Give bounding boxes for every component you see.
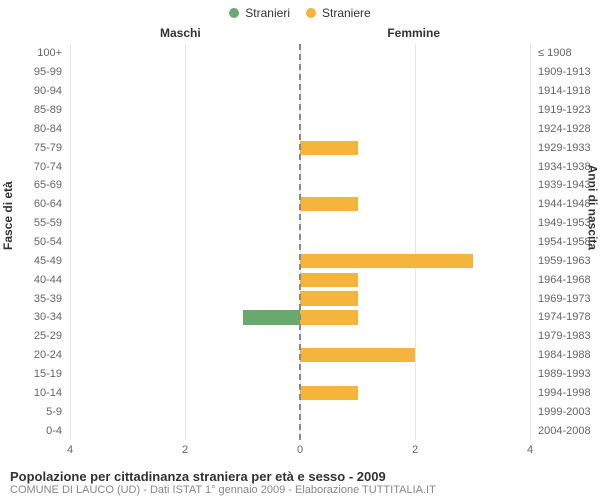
y-label-age: 35-39 [34, 293, 70, 305]
y-label-age: 25-29 [34, 330, 70, 342]
center-axis-line [299, 44, 301, 440]
x-tick-label: 2 [412, 444, 418, 456]
legend-item: Stranieri [229, 6, 290, 20]
y-label-birth: 1984-1988 [530, 349, 591, 361]
y-label-birth: 1954-1958 [530, 236, 591, 248]
y-label-birth: 1974-1978 [530, 311, 591, 323]
y-label-age: 40-44 [34, 274, 70, 286]
column-heading-left: Maschi [160, 26, 201, 40]
y-label-age: 60-64 [34, 198, 70, 210]
bar-female [300, 141, 358, 155]
legend-label: Stranieri [245, 6, 290, 20]
legend-swatch-icon [306, 8, 316, 18]
bar-female [300, 254, 473, 268]
y-label-birth: 1914-1918 [530, 85, 591, 97]
y-label-age: 55-59 [34, 217, 70, 229]
bar-female [300, 310, 358, 324]
y-label-birth: 1999-2003 [530, 406, 591, 418]
legend-item: Straniere [306, 6, 371, 20]
column-heading-right: Femmine [387, 26, 440, 40]
y-label-birth: 1979-1983 [530, 330, 591, 342]
y-label-age: 65-69 [34, 179, 70, 191]
x-axis-ticks: 4 2 0 2 4 [70, 444, 530, 460]
bar-female [300, 291, 358, 305]
y-label-age: 90-94 [34, 85, 70, 97]
y-axis-title-left: Fasce di età [1, 181, 15, 250]
y-label-age: 5-9 [46, 406, 70, 418]
y-label-age: 15-19 [34, 368, 70, 380]
bar-female [300, 348, 415, 362]
legend-label: Straniere [322, 6, 371, 20]
y-label-birth: 1949-1953 [530, 217, 591, 229]
caption-subtitle: COMUNE DI LAUCO (UD) - Dati ISTAT 1° gen… [10, 484, 590, 496]
y-label-age: 80-84 [34, 123, 70, 135]
y-label-age: 10-14 [34, 387, 70, 399]
x-tick-label: 4 [67, 444, 73, 456]
y-label-age: 70-74 [34, 161, 70, 173]
y-label-birth: ≤ 1908 [530, 47, 572, 59]
y-label-birth: 1934-1938 [530, 161, 591, 173]
y-label-birth: 2004-2008 [530, 425, 591, 437]
caption: Popolazione per cittadinanza straniera p… [10, 469, 590, 496]
y-label-birth: 1944-1948 [530, 198, 591, 210]
bar-female [300, 273, 358, 287]
y-label-age: 75-79 [34, 142, 70, 154]
y-label-birth: 1959-1963 [530, 255, 591, 267]
y-label-birth: 1929-1933 [530, 142, 591, 154]
y-label-age: 45-49 [34, 255, 70, 267]
y-label-age: 0-4 [46, 425, 70, 437]
y-label-age: 20-24 [34, 349, 70, 361]
y-label-birth: 1939-1943 [530, 179, 591, 191]
bar-male [243, 310, 301, 324]
caption-title: Popolazione per cittadinanza straniera p… [10, 469, 590, 484]
y-label-age: 95-99 [34, 66, 70, 78]
y-label-age: 85-89 [34, 104, 70, 116]
bar-female [300, 197, 358, 211]
x-tick-label: 0 [297, 444, 303, 456]
legend-swatch-icon [229, 8, 239, 18]
bar-female [300, 386, 358, 400]
y-label-birth: 1919-1923 [530, 104, 591, 116]
chart-container: Stranieri Straniere Maschi Femmine Fasce … [0, 0, 600, 500]
y-label-birth: 1964-1968 [530, 274, 591, 286]
y-label-age: 50-54 [34, 236, 70, 248]
x-tick-label: 4 [527, 444, 533, 456]
y-label-birth: 1994-1998 [530, 387, 591, 399]
y-label-age: 100+ [37, 47, 70, 59]
y-label-birth: 1924-1928 [530, 123, 591, 135]
y-label-birth: 1969-1973 [530, 293, 591, 305]
x-tick-label: 2 [182, 444, 188, 456]
y-label-age: 30-34 [34, 311, 70, 323]
y-label-birth: 1909-1913 [530, 66, 591, 78]
legend: Stranieri Straniere [0, 6, 600, 21]
plot-area: 100+≤ 190895-991909-191390-941914-191885… [70, 44, 530, 440]
y-label-birth: 1989-1993 [530, 368, 591, 380]
